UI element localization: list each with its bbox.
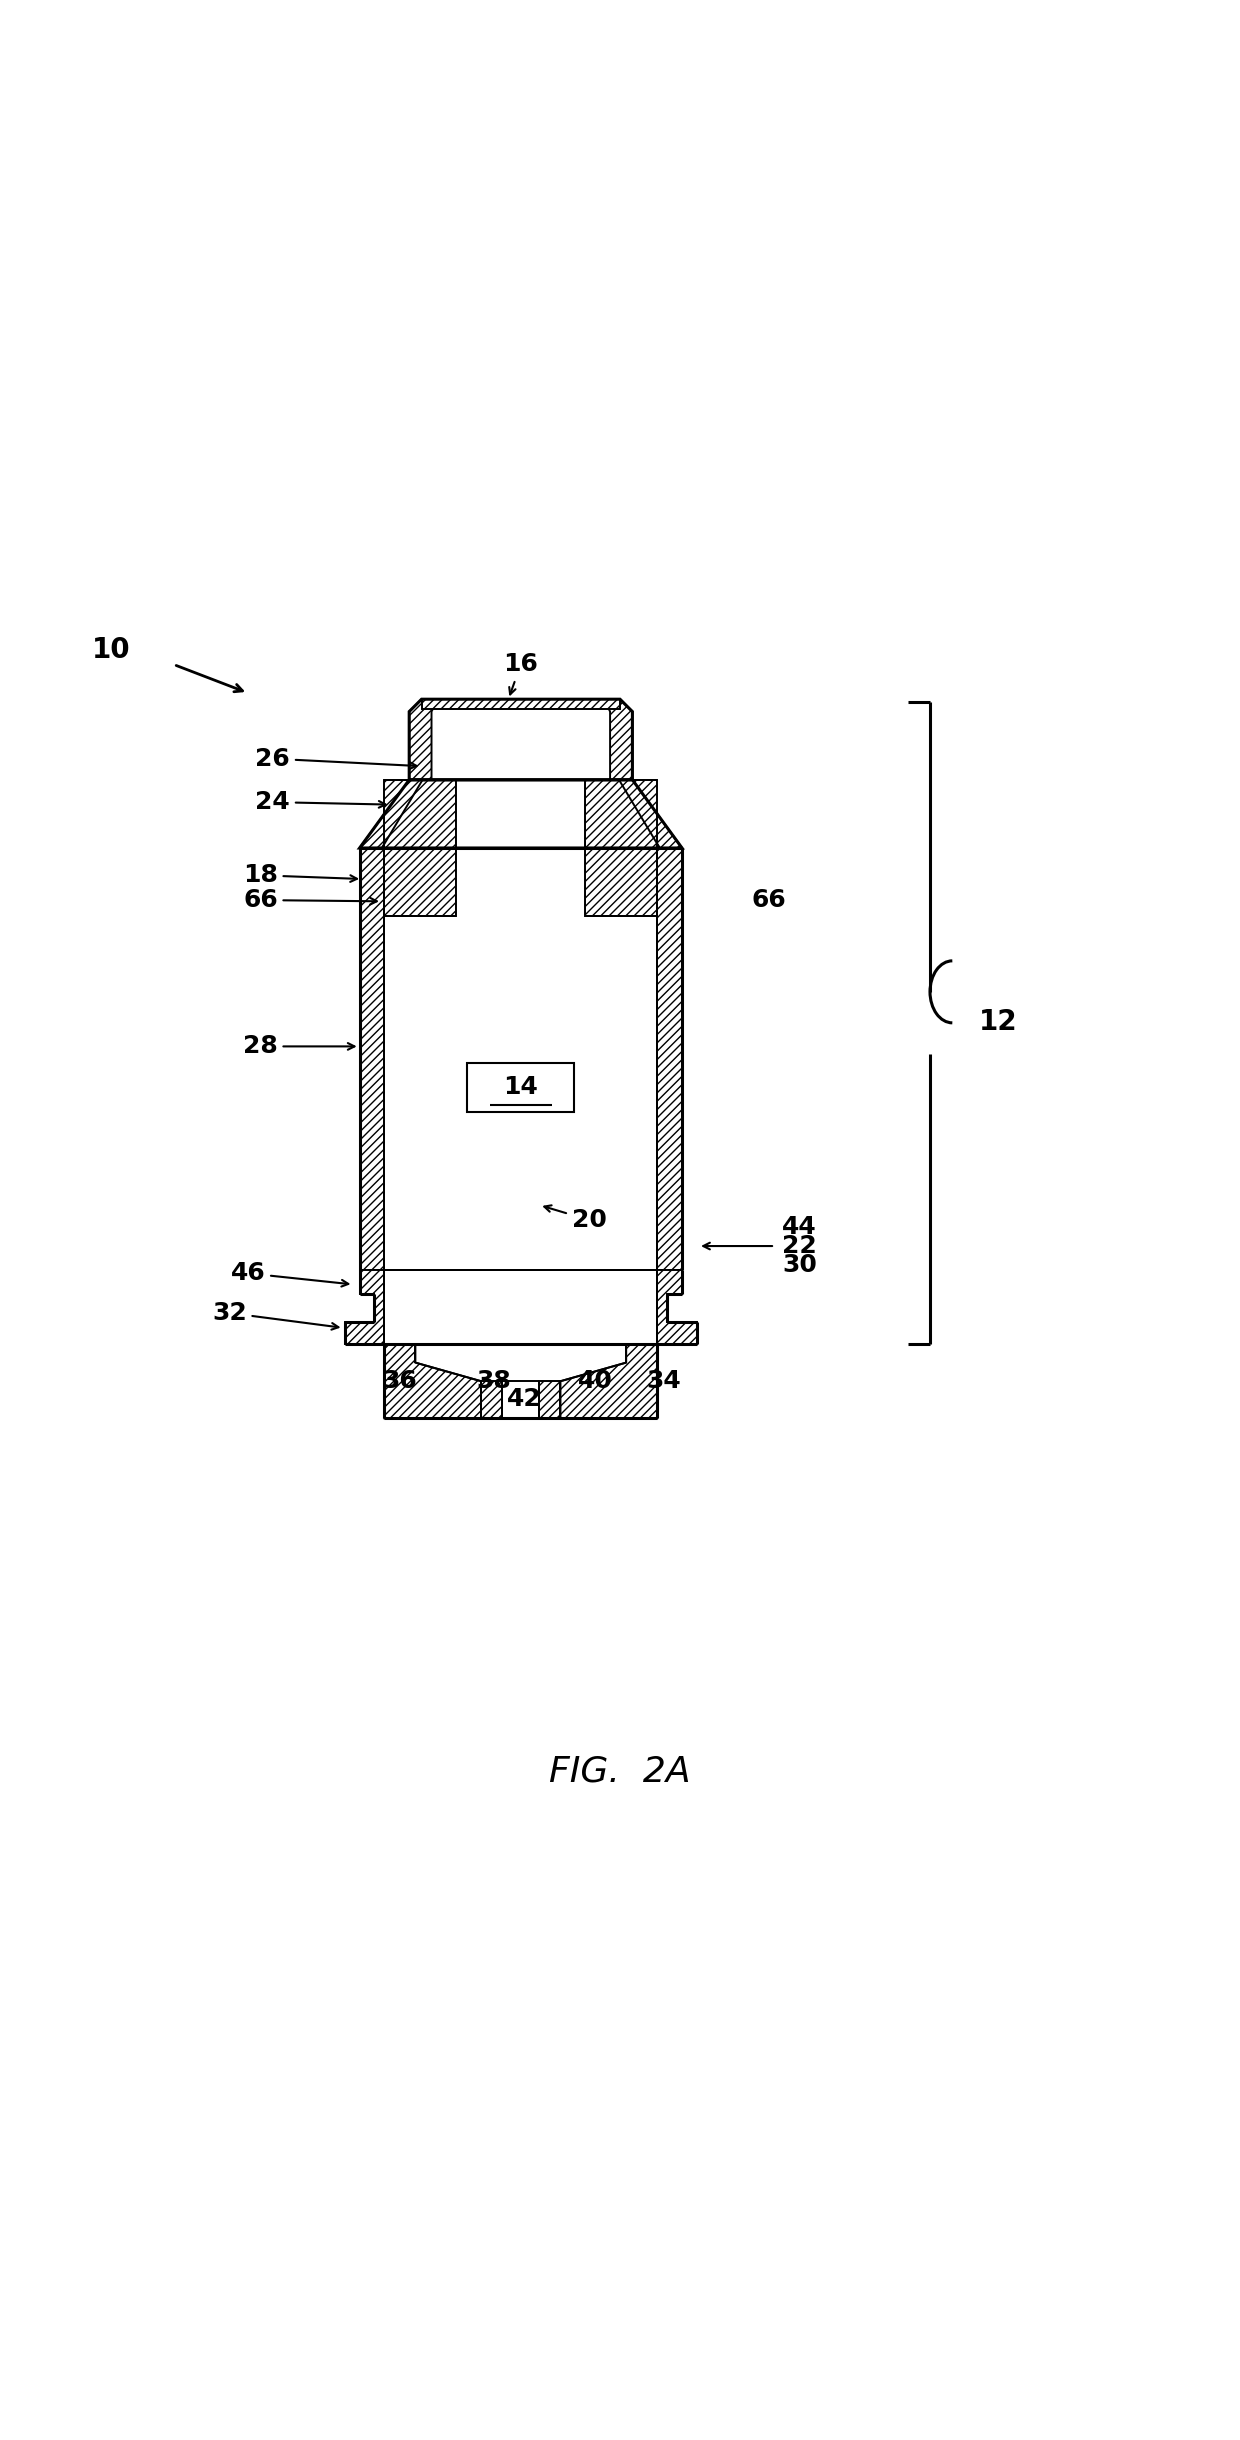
- Text: 12: 12: [978, 1008, 1018, 1035]
- Text: 28: 28: [243, 1035, 355, 1059]
- Polygon shape: [360, 781, 423, 849]
- Text: 30: 30: [782, 1252, 817, 1276]
- Polygon shape: [657, 849, 682, 1269]
- Text: 18: 18: [243, 864, 357, 888]
- Polygon shape: [409, 700, 438, 781]
- Polygon shape: [657, 1269, 697, 1344]
- Text: 42: 42: [507, 1386, 542, 1410]
- Polygon shape: [384, 1344, 481, 1418]
- Text: 26: 26: [255, 747, 417, 771]
- Text: 22: 22: [782, 1235, 817, 1259]
- Text: 20: 20: [544, 1205, 606, 1232]
- Polygon shape: [604, 700, 632, 781]
- Text: 44: 44: [782, 1215, 817, 1240]
- Polygon shape: [360, 849, 384, 1269]
- Text: 34: 34: [646, 1369, 681, 1393]
- Text: 66: 66: [751, 888, 786, 913]
- FancyBboxPatch shape: [467, 1061, 574, 1113]
- Text: 16: 16: [503, 651, 538, 695]
- Text: 40: 40: [578, 1369, 613, 1393]
- Polygon shape: [585, 781, 657, 915]
- Polygon shape: [345, 1269, 384, 1344]
- Polygon shape: [560, 1344, 657, 1418]
- Polygon shape: [384, 781, 657, 1269]
- Polygon shape: [422, 700, 620, 710]
- Text: 38: 38: [476, 1369, 511, 1393]
- Text: 14: 14: [503, 1076, 538, 1100]
- Text: 32: 32: [212, 1301, 339, 1330]
- Text: 24: 24: [255, 791, 386, 815]
- Polygon shape: [384, 781, 456, 915]
- Polygon shape: [619, 781, 682, 849]
- Polygon shape: [539, 1381, 560, 1418]
- Text: 10: 10: [92, 634, 131, 664]
- Text: 46: 46: [231, 1261, 348, 1286]
- Polygon shape: [481, 1381, 502, 1418]
- Text: 36: 36: [382, 1369, 417, 1393]
- Text: FIG.  2A: FIG. 2A: [549, 1754, 691, 1789]
- Text: 66: 66: [243, 888, 377, 913]
